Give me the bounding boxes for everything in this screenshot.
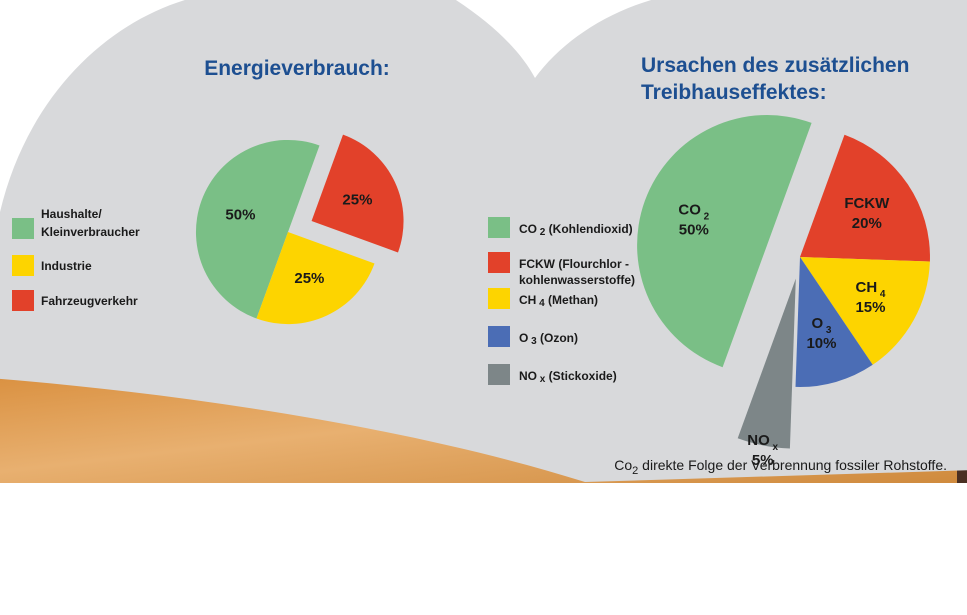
pie-treibhaus: FCKW 20% CH 4 15% O 3 10% NO x 5% CO 2 50%	[637, 115, 930, 469]
legend-label-2: CH 4 (Methan)	[519, 293, 598, 309]
pie-slice-haushalte-kleinverbraucher	[195, 139, 320, 319]
legend-swatch-2	[488, 288, 510, 309]
slice-label-1: 25%	[342, 192, 372, 209]
slice-label-0: 50%	[225, 207, 255, 224]
legend-swatch-4	[488, 364, 510, 385]
pie-slice-fahrzeugverkehr	[311, 134, 404, 253]
pie-energieverbrauch: 50% 25% 25%	[195, 134, 404, 325]
pie-slice-industrie	[256, 232, 375, 325]
chart-title-treibhaus-line2: Treibhauseffektes:	[641, 81, 827, 104]
legend-label-4: NO x (Stickoxide)	[519, 369, 617, 385]
slice-label-no: NO x 5%	[747, 432, 778, 469]
legend-energieverbrauch: Haushalte/Kleinverbraucher Industrie Fahrz…	[12, 207, 140, 311]
legend-label-0: CO 2 (Kohlendioxid)	[519, 222, 633, 238]
slice-label-ch: CH 4 15%	[855, 279, 885, 316]
pie-slice-ch	[800, 257, 930, 365]
grey-background-panel	[0, 0, 967, 482]
chart-title-treibhaus-line1: Ursachen des zusätzlichen	[641, 54, 909, 77]
legend-label-3: O 3 (Ozon)	[519, 331, 578, 347]
legend-label-1: FCKW (Flourchlor -kohlenwasserstoffe)	[519, 257, 635, 287]
legend-treibhaus: CO 2 (Kohlendioxid) FCKW (Flourchlor -koh…	[488, 217, 635, 385]
pie-slice-no	[737, 278, 796, 449]
slice-label-2: 25%	[294, 270, 324, 287]
legend-swatch-3	[488, 326, 510, 347]
legend-swatch-0	[12, 218, 34, 239]
slice-label-o: O 3 10%	[806, 315, 836, 352]
legend-label-2: Fahrzeugverkehr	[41, 294, 138, 308]
legend-swatch-1	[12, 255, 34, 276]
pie-slice-o	[795, 257, 873, 387]
chart-title-energieverbrauch: Energieverbrauch:	[204, 57, 390, 80]
slice-label-fckw: FCKW 20%	[844, 195, 890, 232]
legend-label-1: Industrie	[41, 259, 92, 273]
pie-slice-fckw	[800, 134, 930, 262]
slice-label-co: CO 2 50%	[678, 201, 709, 238]
legend-swatch-0	[488, 217, 510, 238]
legend-swatch-2	[12, 290, 34, 311]
footnote: Co2 direkte Folge der Verbrennung fossil…	[614, 457, 947, 477]
legend-label-0: Haushalte/Kleinverbraucher	[41, 207, 140, 239]
pie-slice-co	[637, 115, 812, 368]
legend-swatch-1	[488, 252, 510, 273]
